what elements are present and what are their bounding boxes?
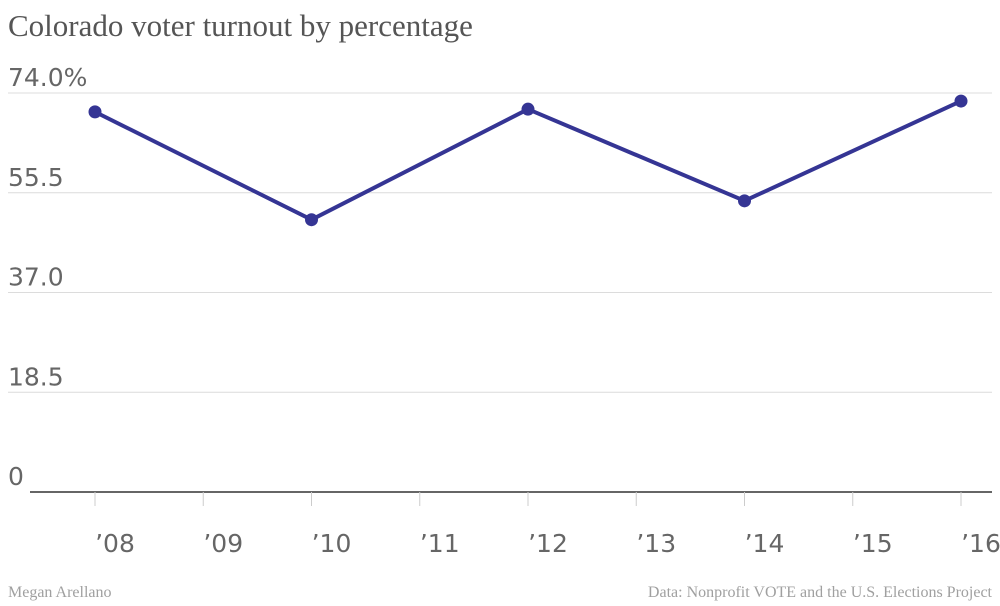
source-text: Data: Nonprofit VOTE and the U.S. Electi…	[647, 584, 992, 601]
chart-title: Colorado voter turnout by percentage	[8, 8, 473, 43]
y-tick-label: 18.5	[8, 362, 64, 391]
data-point	[88, 105, 102, 119]
credit-text: Megan Arellano	[8, 584, 112, 601]
data-point	[954, 94, 968, 108]
y-tick-label: 0	[8, 462, 24, 491]
series-line	[93, 99, 963, 222]
x-tick-label: ’11	[420, 529, 460, 558]
y-tick-label: 74.0%	[8, 63, 87, 92]
x-tick-label: ’13	[636, 529, 676, 558]
x-tick-label: ’12	[528, 529, 568, 558]
x-tick-label: ’10	[312, 529, 352, 558]
x-tick-label: ’14	[745, 529, 785, 558]
data-point	[521, 102, 535, 116]
y-tick-label: 55.5	[8, 163, 64, 192]
y-tick-label: 37.0	[8, 263, 64, 292]
data-point	[305, 213, 318, 227]
x-tick-label: ’15	[853, 529, 893, 558]
data-point	[738, 194, 751, 208]
x-tick-label: ’08	[95, 529, 135, 558]
x-tick-label: ’16	[961, 529, 1000, 558]
x-tick-label: ’09	[203, 529, 243, 558]
